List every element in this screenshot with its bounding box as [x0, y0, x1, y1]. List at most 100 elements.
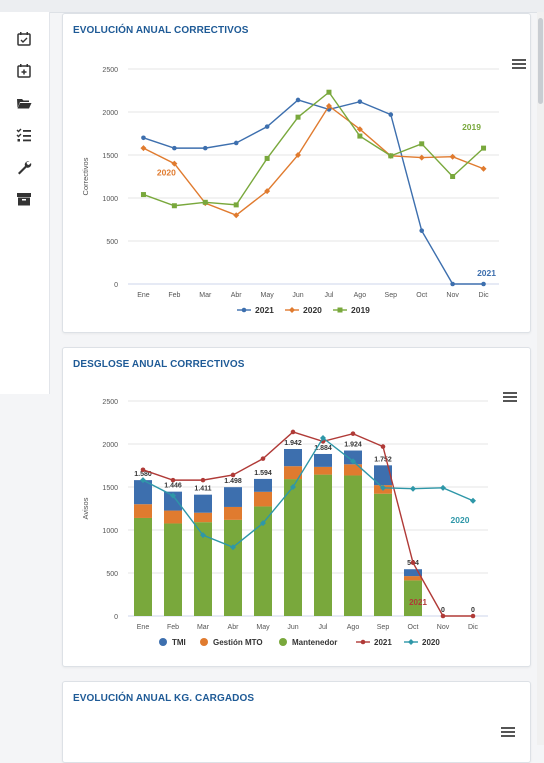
scrollbar-track[interactable] [537, 12, 544, 745]
x-tick-label: Jun [292, 292, 303, 299]
bar-segment-mantenedor [254, 506, 272, 616]
card-title: DESGLOSE ANUAL CORRECTIVOS [73, 359, 245, 370]
data-point [171, 203, 177, 209]
data-point [326, 89, 332, 95]
y-tick-label: 1000 [102, 528, 118, 535]
bar-segment-tmi [164, 491, 182, 511]
tasks-list-icon[interactable] [15, 126, 33, 144]
bar-total-label: 1.580 [134, 471, 152, 478]
data-point [388, 153, 394, 159]
series-end-label: 2020 [451, 515, 470, 525]
x-tick-label: Feb [168, 292, 180, 299]
y-tick-label: 500 [106, 239, 118, 246]
y-tick-label: 1500 [102, 485, 118, 492]
x-tick-label: Oct [408, 624, 419, 631]
x-tick-label: Mar [197, 624, 210, 631]
bar-segment-gestión-mto [254, 491, 272, 507]
series-line-2021 [143, 99, 484, 285]
bar-segment-tmi [254, 478, 272, 492]
legend-marker [241, 307, 247, 313]
line-chart-correctivos: 0 500 1000 1500 2000 2500 Ene Feb Mar Abr May Jun Ju… [81, 67, 499, 315]
bar-total-label: 1.752 [374, 456, 392, 463]
data-point [230, 472, 236, 478]
legend-marker [200, 638, 208, 646]
data-point [481, 281, 486, 287]
legend-label: 2020 [303, 305, 322, 315]
y-tick-label: 2500 [102, 67, 118, 74]
data-point [419, 141, 425, 147]
bar-segment-tmi [224, 487, 242, 507]
data-point [410, 560, 416, 565]
series-line-2019 [143, 91, 485, 207]
wrench-icon[interactable] [15, 158, 33, 176]
x-tick-label: Ene [137, 624, 150, 631]
data-point [264, 155, 270, 161]
data-point [320, 434, 326, 441]
data-point [200, 477, 206, 483]
x-tick-label: Abr [228, 624, 240, 631]
series-line-2020 [143, 104, 484, 216]
x-tick-label: Feb [167, 624, 179, 631]
sidebar [0, 12, 50, 394]
data-point [200, 532, 206, 539]
data-point [230, 544, 236, 551]
data-point [357, 99, 363, 104]
bar-segment-gestión-mto [224, 506, 242, 520]
data-point [290, 484, 296, 490]
calendar-check-icon[interactable] [15, 30, 33, 48]
bar-segment-gestión-mto [284, 466, 302, 480]
x-tick-label: Abr [231, 292, 243, 299]
card-title: EVOLUCIÓN ANUAL CORRECTIVOS [73, 25, 249, 36]
x-tick-label: Ago [347, 624, 360, 631]
bar-segment-gestión-mto [344, 464, 362, 476]
data-point [233, 140, 239, 146]
bar-segment-gestión-mto [404, 576, 422, 581]
data-point [140, 467, 146, 473]
folder-open-icon[interactable] [15, 94, 33, 112]
bar-segment-tmi [374, 465, 392, 486]
legend-label: 2020 [422, 638, 440, 647]
calendar-plus-icon[interactable] [15, 62, 33, 80]
y-tick-label: 1500 [102, 153, 118, 160]
legend-label: Mantenedor [292, 638, 337, 647]
legend-label: 2019 [351, 305, 370, 315]
chart-menu-button[interactable] [512, 59, 526, 71]
bar-segment-gestión-mto [134, 504, 152, 518]
archive-box-icon[interactable] [15, 190, 33, 208]
data-point [418, 154, 425, 161]
x-tick-label: Dic [478, 292, 489, 299]
data-point [170, 477, 176, 483]
legend-marker [289, 307, 295, 313]
y-tick-label: 2000 [102, 110, 118, 117]
data-point [440, 484, 446, 491]
bar-total-label: 1.498 [224, 478, 242, 485]
bar-segment-tmi [344, 450, 362, 465]
legend-marker [159, 638, 167, 646]
series-end-label: 2019 [462, 122, 481, 132]
y-tick-label: 0 [114, 282, 118, 289]
scrollbar-thumb[interactable] [538, 18, 543, 104]
series-line-2020 [142, 436, 474, 549]
bar-total-label: 1.942 [284, 440, 302, 447]
data-point [295, 114, 301, 120]
data-point [357, 133, 363, 139]
chart-menu-button[interactable] [503, 392, 517, 404]
data-point [202, 145, 208, 151]
bar-total-label: 1.884 [314, 445, 332, 452]
bar-total-label: 1.594 [254, 470, 272, 477]
data-point [470, 497, 476, 504]
data-point [356, 126, 363, 133]
data-point [380, 444, 386, 449]
legend-label: Gestión MTO [213, 638, 263, 647]
data-point [172, 145, 177, 151]
chart-menu-button[interactable] [501, 727, 515, 739]
x-tick-label: Sep [377, 624, 390, 631]
bar-segment-tmi [284, 448, 302, 467]
data-point [480, 165, 487, 172]
legend-marker [337, 307, 343, 313]
data-point [171, 160, 178, 167]
bar-segment-tmi [194, 494, 212, 513]
card-desglose-correctivos: DESGLOSE ANUAL CORRECTIVOS 0 500 1000 1500 2… [62, 347, 531, 667]
data-point [260, 456, 266, 461]
bar-segment-mantenedor [284, 479, 302, 616]
